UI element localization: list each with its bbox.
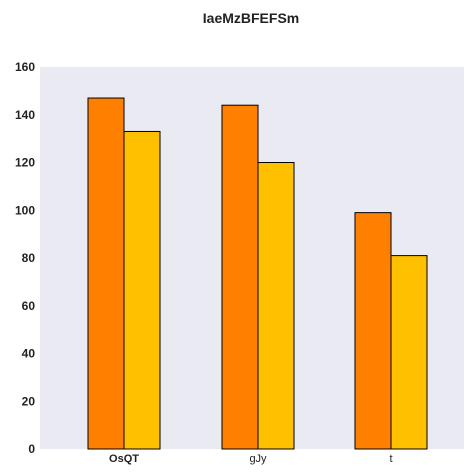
- y-tick-label: 100: [15, 203, 35, 217]
- bar-t-series-1: [354, 212, 392, 450]
- bar-gJy-series-1: [221, 104, 259, 450]
- x-tick-label: t: [389, 453, 392, 465]
- y-tick-label: 60: [22, 299, 36, 313]
- chart-title: IaeMzBFEFSm: [203, 10, 299, 26]
- y-axis: 0 20 40 60 80 100 120 140 160: [15, 60, 35, 456]
- y-tick-label: 80: [22, 251, 36, 265]
- x-tick-label: gJy: [249, 453, 267, 465]
- x-axis: OsQT gJy t: [109, 453, 393, 465]
- y-tick-label: 140: [15, 108, 35, 122]
- bar-t-series-2: [390, 255, 428, 450]
- y-tick-label: 120: [15, 156, 35, 170]
- bar-gJy-series-2: [257, 162, 295, 450]
- y-tick-label: 40: [22, 347, 36, 361]
- y-tick-label: 160: [15, 60, 35, 74]
- y-tick-label: 0: [28, 442, 35, 456]
- y-tick-label: 20: [22, 394, 36, 408]
- x-tick-label: OsQT: [109, 453, 139, 465]
- bar-OsQT-series-1: [87, 97, 125, 450]
- bar-OsQT-series-2: [123, 130, 161, 450]
- bars-group: [87, 97, 428, 450]
